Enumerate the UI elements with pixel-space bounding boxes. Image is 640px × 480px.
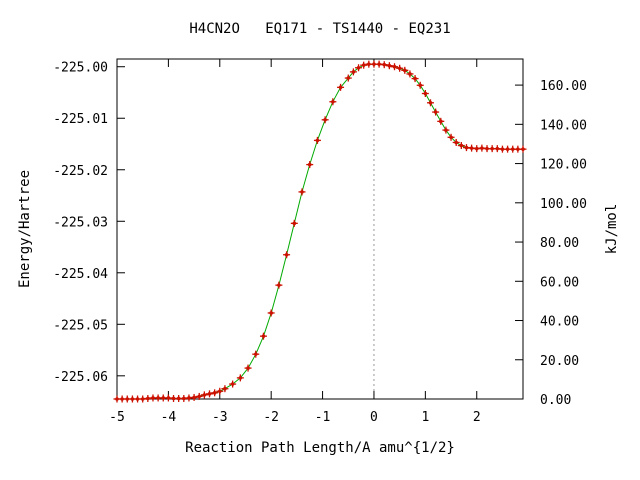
data-point [267,309,275,317]
data-point [313,136,321,144]
data-point [175,394,183,402]
y2-tick-label: 120.00 [540,158,587,173]
data-point [252,350,260,358]
data-point [344,74,352,82]
data-point [385,62,393,70]
data-point [452,138,460,146]
data-point [401,66,409,74]
y-axis-right: 0.00 20.00 40.00 60.00 80.00 100.00 120.00 140.… [515,79,587,408]
x-tick-label: -2 [263,410,279,425]
data-point [509,145,517,153]
data-point [337,83,345,91]
data-point [306,161,314,169]
data-point [426,99,434,107]
data-point [360,61,368,69]
data-point [437,117,445,125]
data-point [190,393,198,401]
data-point [447,133,455,141]
y2-tick-label: 160.00 [540,79,587,94]
y-axis-left: -225.06 -225.05 -225.04 -225.03 -225.02 -225.… [53,61,125,385]
y-tick-label: -225.04 [53,267,108,282]
x-tick-label: -3 [212,410,228,425]
data-point [200,391,208,399]
data-point [206,390,214,398]
x-tick-label: 2 [473,410,481,425]
data-point [406,70,414,78]
data-point [236,374,244,382]
y2-tick-label: 80.00 [540,236,579,251]
data-point [298,188,306,196]
data-point [355,64,363,72]
data-point [329,98,337,106]
data-point [457,142,465,150]
y2-tick-label: 20.00 [540,354,579,369]
data-point [380,61,388,69]
data-point [391,63,399,71]
data-point [275,281,283,289]
y-tick-label: -225.01 [53,112,108,127]
chart-title: H4CN2O EQ171 - TS1440 - EQ231 [189,21,450,37]
x-tick-label: -5 [109,410,125,425]
y2-tick-label: 140.00 [540,118,587,133]
x-tick-label: 0 [370,410,378,425]
y2-tick-label: 100.00 [540,197,587,212]
data-point [283,251,291,259]
data-point [411,75,419,83]
data-point [321,116,329,124]
y-tick-label: -225.00 [53,61,108,76]
y2-axis-label: kJ/mol [604,204,620,255]
y2-tick-label: 40.00 [540,315,579,330]
data-point [375,60,383,68]
y-axis-label: Energy/Hartree [17,170,33,288]
y-tick-label: -225.05 [53,318,108,333]
data-point [396,64,404,72]
plot-frame [116,58,524,400]
x-tick-label: -1 [315,410,331,425]
x-axis: -5 -4 -3 -2 -1 0 1 2 [109,59,481,425]
data-point [421,90,429,98]
data-point [349,68,357,76]
energy-curve [117,63,523,400]
data-point [221,385,229,393]
y2-tick-label: 60.00 [540,275,579,290]
y-tick-label: -225.03 [53,215,108,230]
data-point [442,126,450,134]
x-tick-label: -4 [161,410,177,425]
data-point [259,332,267,340]
data-points [113,60,527,403]
x-tick-label: 1 [421,410,429,425]
data-point [195,392,203,400]
y2-tick-label: 0.00 [540,393,571,408]
data-point [416,81,424,89]
data-point [432,108,440,116]
y-tick-label: -225.02 [53,164,108,179]
data-point [519,145,527,153]
y-tick-label: -225.06 [53,370,108,385]
data-point [244,364,252,372]
data-point [211,389,219,397]
data-point [290,219,298,227]
x-axis-label: Reaction Path Length/A amu^{1/2} [185,440,455,456]
data-point [229,380,237,388]
data-point [216,387,224,395]
